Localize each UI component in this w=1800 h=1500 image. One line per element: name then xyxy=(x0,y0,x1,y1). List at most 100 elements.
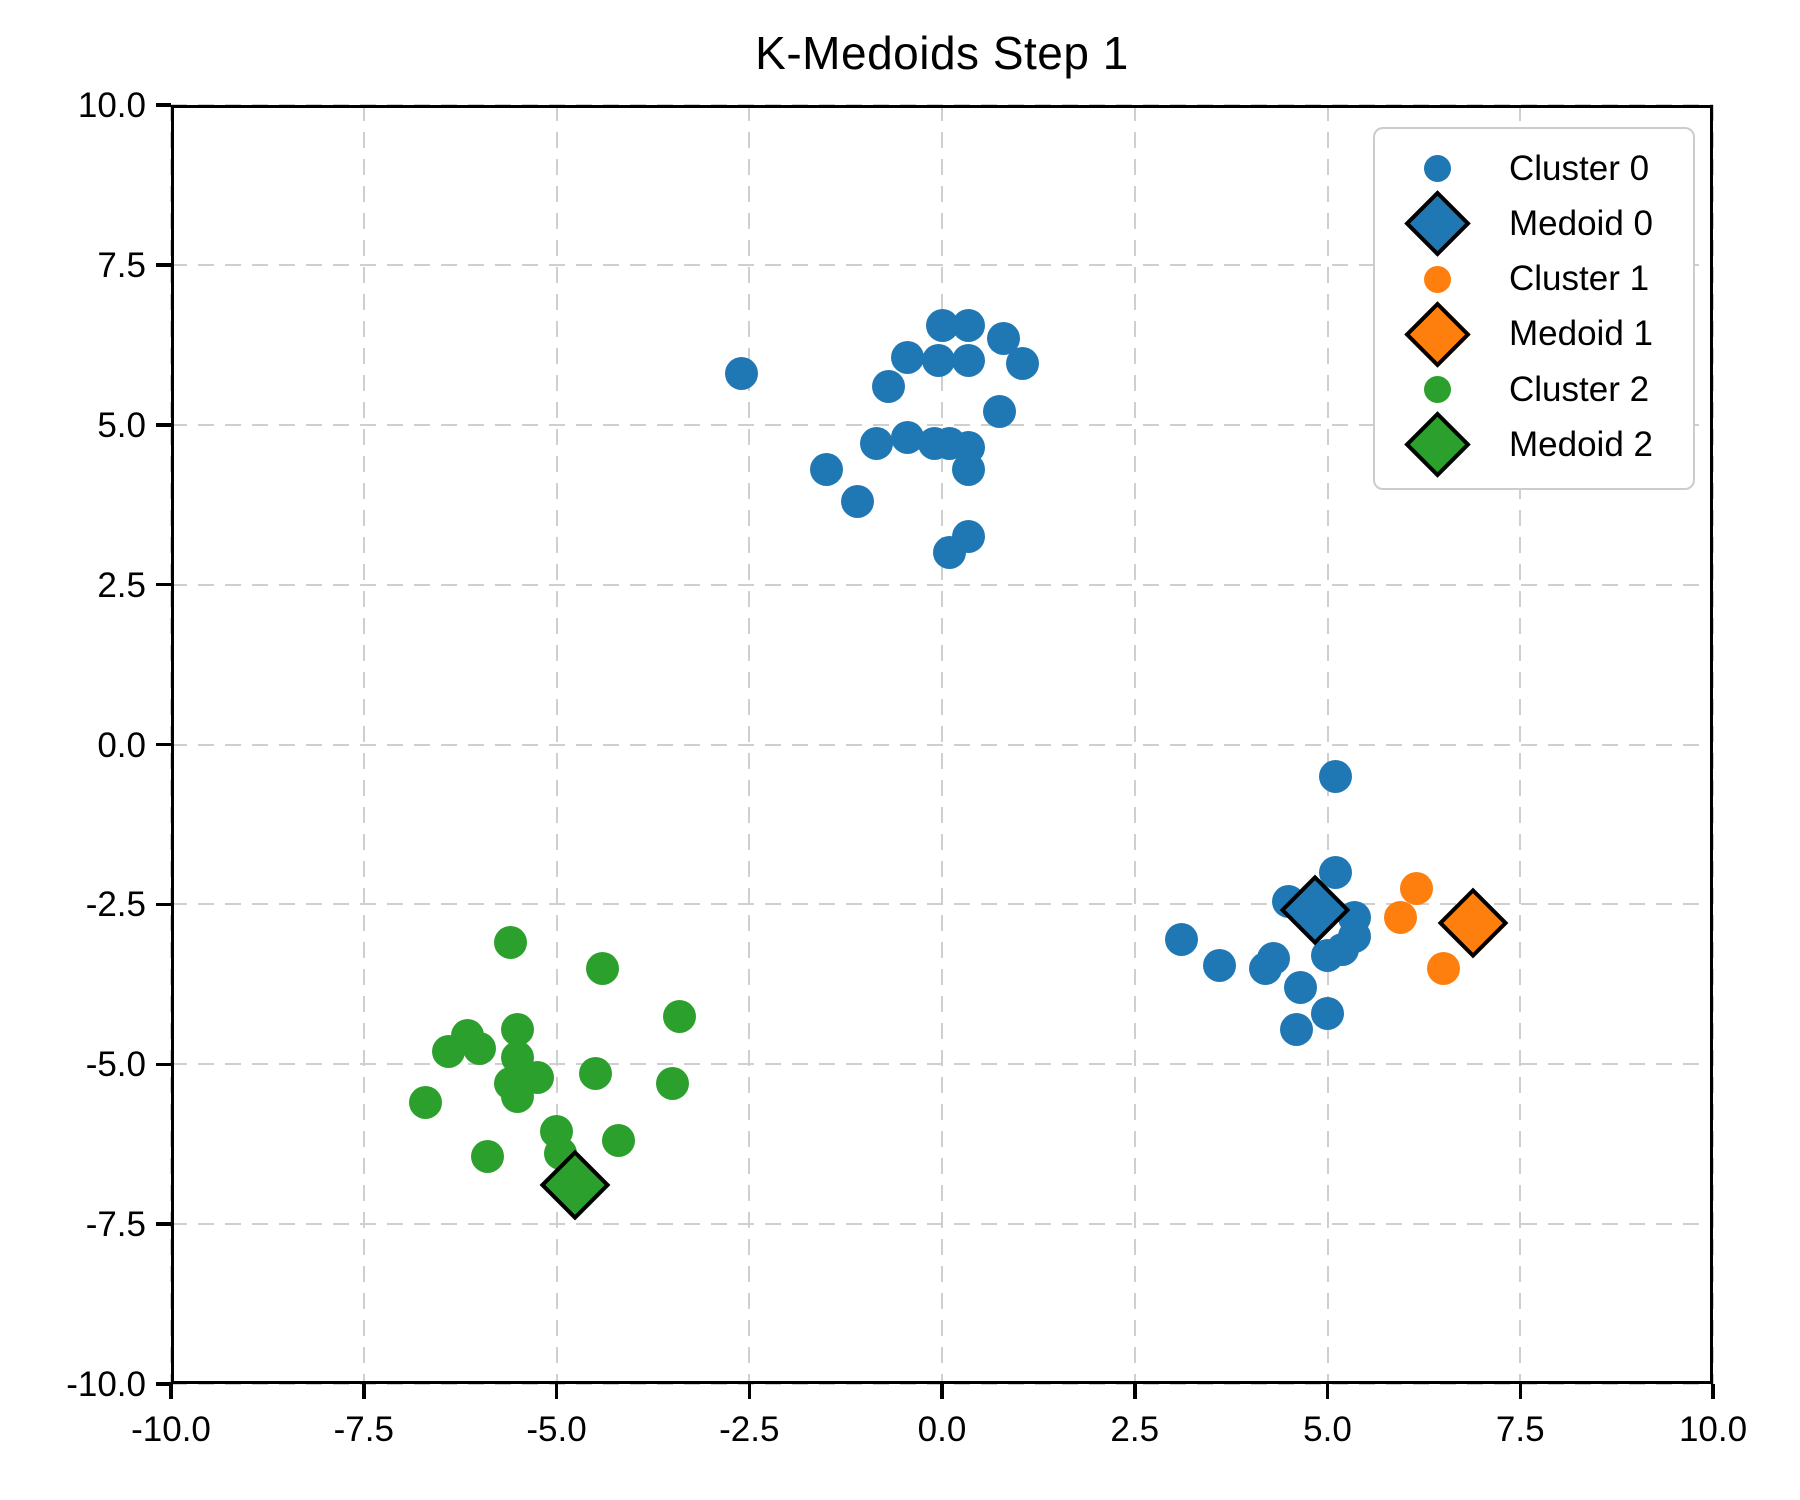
cluster-2-point xyxy=(586,951,620,985)
cluster-0-point xyxy=(1280,1012,1314,1046)
legend-label: Medoid 2 xyxy=(1509,424,1653,464)
cluster-0-point xyxy=(1318,759,1352,793)
cluster-0-point xyxy=(859,427,893,461)
cluster-2-point xyxy=(408,1086,442,1120)
x-axis-tick-label: 2.5 xyxy=(1110,1410,1160,1449)
y-axis-tick-label: 5.0 xyxy=(97,405,146,445)
chart-title: K-Medoids Step 1 xyxy=(755,27,1129,79)
cluster-2-point xyxy=(501,1012,535,1046)
cluster-0-point xyxy=(890,341,924,375)
cluster-0-point xyxy=(1249,951,1283,985)
cluster-0-point xyxy=(871,369,905,403)
legend-item-medoid-1: Medoid 1 xyxy=(1385,301,1679,368)
y-axis-tick-label: 7.5 xyxy=(97,245,146,285)
medoid-1-legend-diamond-icon xyxy=(1403,301,1471,368)
legend-item-medoid-0: Medoid 0 xyxy=(1385,190,1679,258)
cluster-2-point xyxy=(462,1031,496,1065)
cluster-0-point xyxy=(952,520,986,554)
legend-marker-cell xyxy=(1385,301,1489,368)
y-axis-tick xyxy=(156,582,171,587)
y-axis-tick-label: 0.0 xyxy=(97,725,146,765)
legend-label: Medoid 0 xyxy=(1509,203,1653,243)
cluster-2-point xyxy=(663,999,697,1033)
legend-label: Cluster 2 xyxy=(1509,369,1650,409)
cluster-1-point xyxy=(1399,871,1433,905)
x-axis-tick xyxy=(940,1384,944,1399)
cluster-0-point xyxy=(952,344,986,378)
x-axis-tick xyxy=(1518,1384,1522,1399)
cluster-2-legend-dot-icon xyxy=(1423,376,1451,404)
gridline-horizontal xyxy=(171,743,1713,746)
y-axis-tick-label: -7.5 xyxy=(85,1205,146,1245)
legend-label: Medoid 1 xyxy=(1509,314,1653,354)
x-axis-tick xyxy=(554,1384,559,1399)
legend-marker-cell xyxy=(1385,155,1489,183)
legend-marker-cell xyxy=(1385,190,1489,258)
x-axis-tick-label: -7.5 xyxy=(333,1410,394,1449)
medoid-2-legend-diamond-icon xyxy=(1403,411,1471,478)
x-axis-tick xyxy=(747,1384,751,1399)
x-axis-tick-label: 5.0 xyxy=(1303,1410,1352,1449)
cluster-2-point xyxy=(655,1066,689,1100)
gridline-horizontal xyxy=(171,423,1713,426)
cluster-1-legend-dot-icon xyxy=(1423,265,1451,293)
cluster-0-point xyxy=(1006,347,1040,381)
cluster-0-point xyxy=(921,344,955,378)
y-axis-tick xyxy=(156,263,171,267)
gridline-vertical xyxy=(1712,105,1714,1384)
cluster-2-point xyxy=(432,1034,466,1068)
x-axis-tick xyxy=(362,1384,366,1399)
cluster-1-point xyxy=(1384,900,1418,934)
legend-label: Cluster 1 xyxy=(1509,259,1650,299)
cluster-2-point xyxy=(578,1057,612,1091)
y-axis-tick xyxy=(156,1062,171,1066)
y-axis-tick xyxy=(156,423,171,427)
legend-marker-cell xyxy=(1385,411,1489,478)
gridline-horizontal xyxy=(171,583,1713,586)
cluster-2-point xyxy=(470,1140,504,1174)
cluster-0-point xyxy=(725,357,759,391)
cluster-0-point xyxy=(1203,948,1237,982)
x-axis-tick-label: -10.0 xyxy=(131,1410,211,1449)
x-axis-tick-label: -2.5 xyxy=(719,1410,780,1449)
cluster-0-point xyxy=(983,395,1017,429)
y-axis-tick-label: -2.5 xyxy=(85,885,146,925)
legend-item-cluster-2: Cluster 2 xyxy=(1385,370,1679,410)
legend: Cluster 0 Medoid 0 Cluster 1 Medoid 1 Cluste… xyxy=(1373,127,1695,490)
y-axis-tick xyxy=(156,742,171,747)
x-axis-tick-label: -5.0 xyxy=(526,1410,587,1449)
y-axis-tick-label: 10.0 xyxy=(77,86,146,125)
cluster-2-point xyxy=(493,926,527,960)
cluster-0-point xyxy=(840,484,874,518)
legend-item-medoid-2: Medoid 2 xyxy=(1385,411,1679,478)
legend-marker-cell xyxy=(1385,376,1489,404)
x-axis-tick-label: 7.5 xyxy=(1495,1410,1545,1449)
cluster-2-point xyxy=(501,1079,535,1113)
cluster-1-point xyxy=(1426,951,1460,985)
x-axis-tick xyxy=(1325,1384,1330,1399)
y-axis-tick xyxy=(156,902,171,907)
cluster-0-point xyxy=(809,453,843,486)
y-axis-tick-label: -5.0 xyxy=(85,1045,146,1085)
legend-label: Cluster 0 xyxy=(1509,148,1650,188)
cluster-0-point xyxy=(1311,939,1344,973)
cluster-0-point xyxy=(952,453,986,486)
legend-item-cluster-1: Cluster 1 xyxy=(1385,259,1679,299)
cluster-0-point xyxy=(1164,923,1198,957)
x-axis-tick xyxy=(1133,1384,1137,1399)
y-axis-tick xyxy=(156,103,171,107)
x-axis-tick xyxy=(169,1384,173,1399)
cluster-0-point xyxy=(1284,971,1317,1004)
medoid-1-marker xyxy=(1438,887,1509,959)
legend-item-cluster-0: Cluster 0 xyxy=(1385,149,1679,189)
cluster-0-point xyxy=(952,309,986,343)
gridline-horizontal xyxy=(171,1063,1713,1066)
y-axis-tick xyxy=(156,1382,171,1386)
cluster-2-point xyxy=(601,1124,635,1158)
cluster-0-legend-dot-icon xyxy=(1423,155,1451,183)
y-axis-tick-label: -10.0 xyxy=(66,1365,146,1404)
gridline-horizontal xyxy=(171,903,1713,906)
x-axis-tick-label: 0.0 xyxy=(917,1410,967,1449)
x-axis-tick-label: 10.0 xyxy=(1678,1410,1748,1449)
